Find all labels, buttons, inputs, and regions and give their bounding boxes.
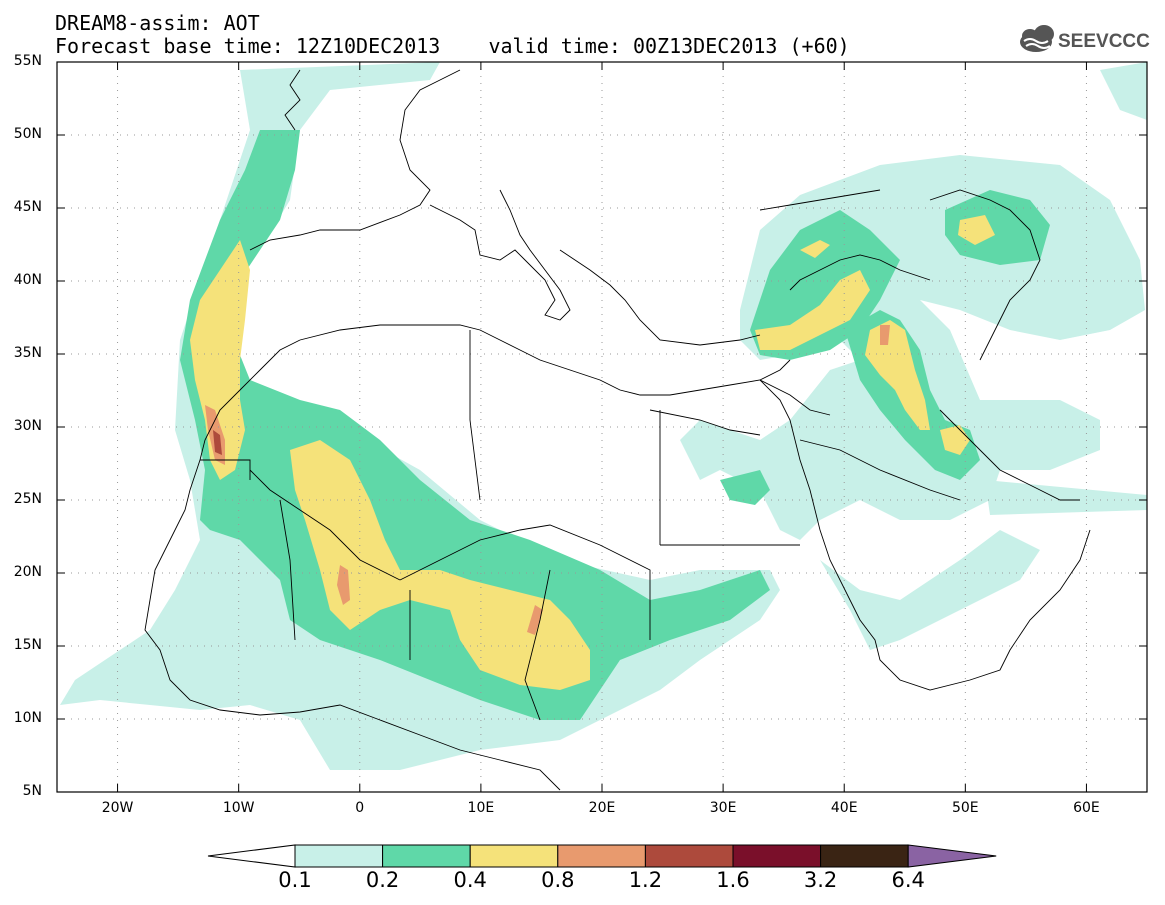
lon-label: 30E [709, 800, 737, 816]
lon-label: 10E [467, 800, 495, 816]
lat-label: 35N [13, 345, 42, 361]
lon-label: 0 [355, 800, 365, 816]
coastlines [144, 69, 1091, 791]
aot-band-0.4 [190, 215, 995, 690]
legend-swatch [820, 844, 909, 868]
lat-label: 20N [13, 564, 42, 580]
legend-value-label: 0.4 [453, 868, 487, 892]
legend-value-label: 3.2 [803, 868, 838, 892]
seevccc-logo: SEEVCCC [1020, 25, 1150, 52]
lon-label: 40E [830, 800, 858, 816]
lat-label: 50N [13, 126, 42, 142]
lat-label: 30N [13, 418, 42, 434]
legend-value-label: 0.2 [365, 868, 400, 892]
legend-value-label: 6.4 [891, 868, 925, 892]
legend-swatch [732, 844, 822, 868]
legend-value-label: 1.2 [628, 868, 663, 892]
legend-swatch [469, 844, 559, 868]
lon-label: 20W [101, 800, 134, 816]
lon-label: 60E [1073, 800, 1100, 816]
lon-label: 20E [588, 800, 616, 816]
lon-label: 50E [951, 800, 979, 816]
legend-swatch-below [207, 844, 296, 868]
lat-label: 40N [13, 272, 42, 288]
lon-label: 10W [222, 800, 255, 816]
legend-swatch-above [907, 844, 997, 868]
legend-swatch [557, 844, 646, 868]
lat-label: 10N [13, 710, 42, 726]
map-title: DREAM8-assim: AOT [55, 11, 260, 35]
legend-swatch [294, 844, 384, 868]
legend-value-label: 1.6 [716, 868, 750, 892]
lat-label: 45N [13, 199, 42, 215]
lat-label: 5N [22, 783, 42, 799]
aot-band-1.2 [213, 430, 222, 455]
logo-text: SEEVCCC [1058, 31, 1150, 52]
lat-label: 25N [13, 491, 42, 507]
lat-label: 55N [13, 53, 42, 69]
forecast-time-line: Forecast base time: 12Z10DEC2013 valid t… [55, 34, 850, 58]
legend-swatch [382, 844, 471, 868]
lat-label: 15N [13, 637, 42, 653]
legend-value-label: 0.8 [541, 868, 575, 892]
legend-value-label: 0.1 [278, 868, 312, 892]
legend-swatch [644, 844, 734, 868]
